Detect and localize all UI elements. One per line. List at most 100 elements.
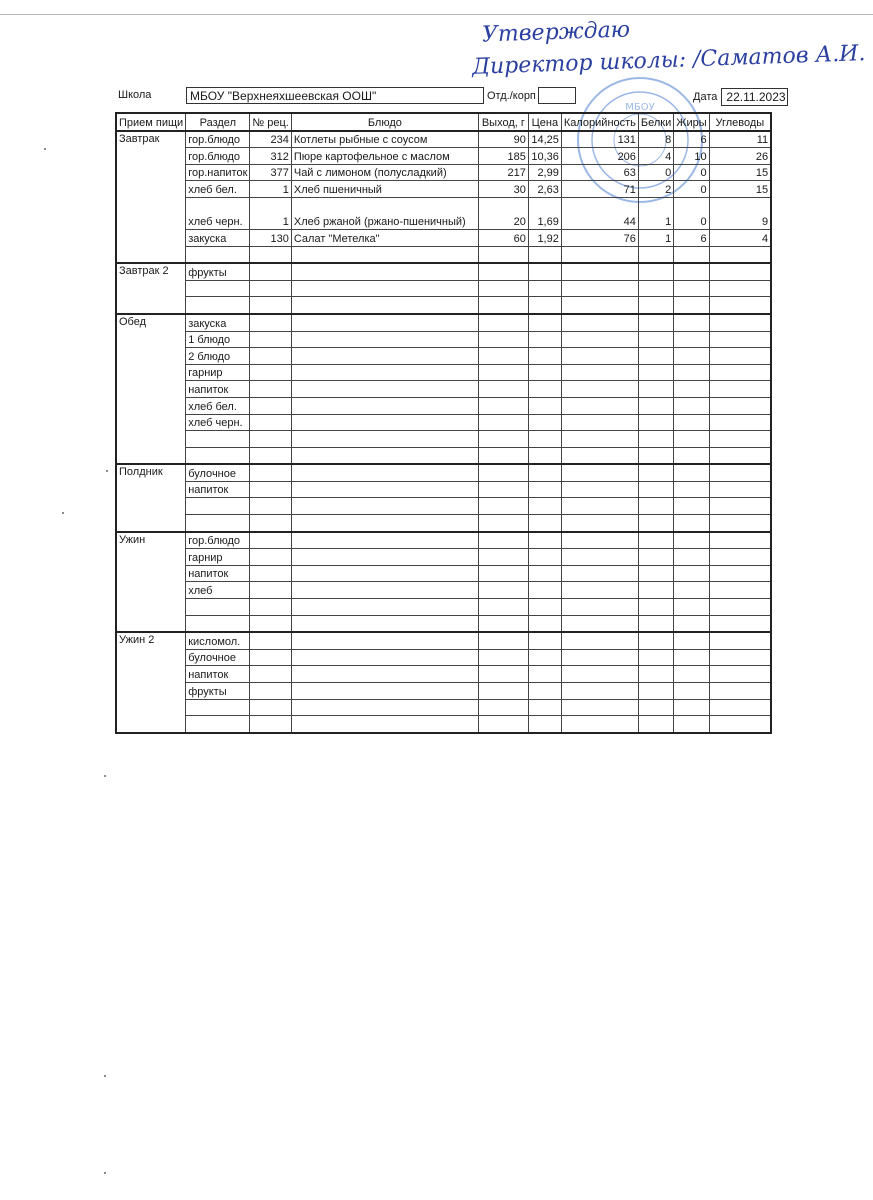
table-row: булочное [116,648,772,667]
price-cell: 2,99 [527,163,562,182]
table-row [116,430,772,448]
section-cell [185,614,251,634]
price-cell: 10,36 [527,147,562,165]
carbs-cell [708,698,772,717]
carbs-cell [708,245,772,265]
dish-cell [290,347,479,365]
price-cell [527,631,562,650]
protein-cell: 0 [637,163,675,182]
dept-field [538,87,576,104]
table-row: Ужин 2 кисломол. [115,631,772,734]
recipe-number-cell: 1 [249,180,292,198]
section-cell [185,245,251,265]
protein-cell [637,296,675,315]
yield-cell: 20 [477,196,529,230]
fat-cell [673,313,710,332]
fat-cell [673,413,710,432]
section-cell [185,279,251,298]
calories-cell [560,648,639,667]
recipe-number-cell [249,446,292,466]
carbs-cell [708,330,772,349]
dish-cell [290,430,479,448]
dish-cell: Салат "Метелка" [290,228,479,247]
fat-cell [673,548,710,566]
dish-cell [290,313,479,332]
carbs-cell: 15 [708,163,772,182]
fat-cell: 10 [673,147,710,165]
price-cell: 1,69 [527,196,562,230]
fat-cell: 0 [673,163,710,182]
table-row: Полдник булочное [115,463,772,533]
recipe-number-cell [249,396,292,415]
calories-cell [560,463,639,482]
fat-cell: 6 [673,130,710,149]
price-cell [527,648,562,667]
table-row: гарнир [116,548,772,566]
calories-cell [560,514,639,533]
table-row: напиток [116,480,772,499]
dish-cell [290,497,479,516]
meal-cell: Обед [115,313,187,466]
table-row: хлеб [116,581,772,600]
dish-cell [290,715,479,734]
protein-cell [637,347,675,365]
protein-cell [637,463,675,482]
recipe-number-cell [249,313,292,332]
protein-cell [637,614,675,634]
recipe-number-cell [249,614,292,634]
protein-cell [637,497,675,516]
carbs-cell [708,564,772,583]
recipe-number-cell [249,682,292,700]
recipe-number-cell [249,279,292,298]
table-row: напиток [116,564,772,583]
price-cell [527,531,562,550]
recipe-number-cell: 377 [249,163,292,182]
protein-cell [637,564,675,583]
column-header-meal: Прием пищи [115,112,187,132]
table-row [116,698,772,717]
fat-cell [673,698,710,717]
fat-cell: 0 [673,180,710,198]
menu-table: Прием пищи Раздел № рец. Блюдо Выход, г Цена К… [115,112,773,734]
calories-cell [560,581,639,600]
meal-cell: Завтрак [115,130,187,265]
table-row: хлеб бел. 1 Хлеб пшеничный 30 2,63 71 2 0 15 [116,180,772,198]
recipe-number-cell [249,463,292,482]
section-cell: 2 блюдо [185,347,251,365]
section-cell [185,446,251,466]
fat-cell [673,715,710,734]
fat-cell [673,564,710,583]
calories-cell [560,245,639,265]
column-header-protein: Белки [637,112,675,132]
calories-cell [560,413,639,432]
dish-cell [290,413,479,432]
table-row [116,245,772,265]
table-row: фрукты [116,682,772,700]
calories-cell [560,430,639,448]
section-cell: гор.блюдо [185,531,251,550]
carbs-cell: 11 [708,130,772,149]
dish-cell [290,380,479,398]
carbs-cell [708,581,772,600]
column-header-section: Раздел [185,112,251,132]
recipe-number-cell [249,665,292,683]
price-cell: 2,63 [527,180,562,198]
recipe-number-cell [249,480,292,499]
date-label: Дата [693,91,718,103]
carbs-cell [708,463,772,482]
protein-cell [637,413,675,432]
dish-cell [290,598,479,616]
protein-cell [637,648,675,667]
table-row: Обед закуска [115,313,772,466]
price-cell [527,514,562,533]
table-row: гарнир [116,363,772,382]
table-row [116,715,772,734]
dish-cell: Пюре картофельное с маслом [290,147,479,165]
calories-cell: 44 [560,196,639,230]
carbs-cell [708,648,772,667]
dish-cell [290,682,479,700]
protein-cell [637,665,675,683]
fat-cell [673,430,710,448]
dish-cell [290,245,479,265]
section-cell: кисломол. [185,631,251,650]
